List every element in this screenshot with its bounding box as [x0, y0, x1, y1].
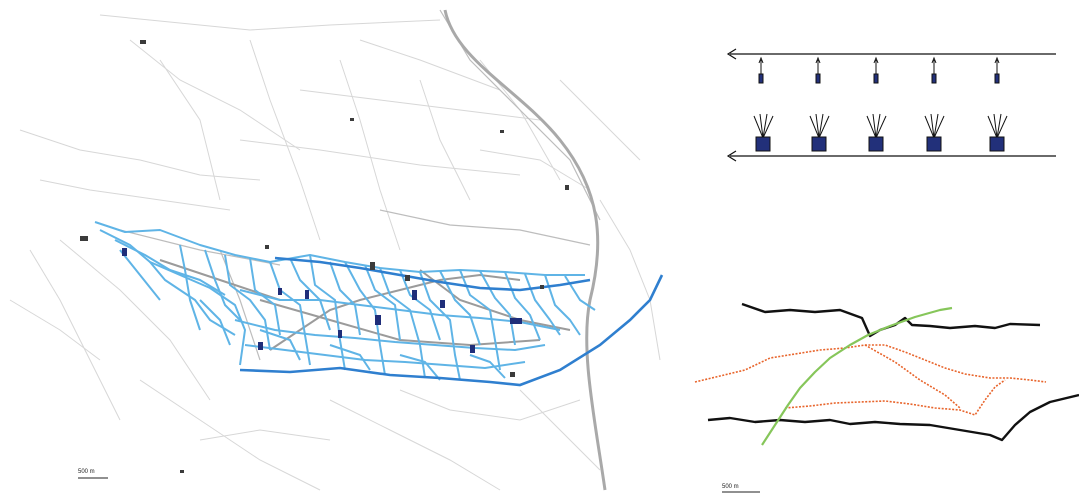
upper-unit — [815, 56, 821, 84]
upper-orange-line — [694, 344, 1047, 383]
upper-channel-units — [758, 56, 1000, 84]
upper-channel — [726, 48, 1056, 60]
lower-unit — [924, 113, 945, 152]
section-scale-bar: 500 m — [722, 484, 760, 493]
connector-svg — [726, 48, 1056, 162]
diagonal-orange-connector — [864, 344, 961, 409]
section-schematic: 500 m — [690, 290, 1079, 495]
map-scale-label: 500 m — [78, 469, 95, 475]
lower-black-line — [707, 393, 1079, 442]
main-watercourse — [239, 256, 664, 387]
lower-unit — [809, 113, 830, 152]
lower-unit — [866, 113, 887, 152]
canal-network-map: 500 m — [9, 9, 664, 491]
lower-channel-units — [753, 113, 1008, 152]
lower-channel — [726, 150, 1056, 162]
map-svg: 500 m — [9, 9, 664, 491]
highway — [443, 9, 607, 491]
lower-unit — [987, 113, 1008, 152]
connector-diagram — [700, 30, 1070, 180]
upper-unit — [931, 56, 937, 84]
buildings — [80, 40, 569, 473]
section-svg: 500 m — [694, 302, 1079, 493]
lower-unit — [753, 113, 774, 152]
upper-unit — [758, 56, 764, 84]
upper-unit — [994, 56, 1000, 84]
section-scale-label: 500 m — [722, 484, 739, 490]
map-scale-bar: 500 m — [78, 469, 108, 479]
lower-orange-line — [784, 379, 1006, 416]
hydraulic-structures — [122, 248, 522, 353]
green-crossing-line — [761, 306, 953, 446]
upper-black-line — [741, 302, 1041, 338]
canal-network — [94, 221, 596, 381]
base-road-network — [9, 14, 661, 491]
upper-unit — [873, 56, 879, 84]
